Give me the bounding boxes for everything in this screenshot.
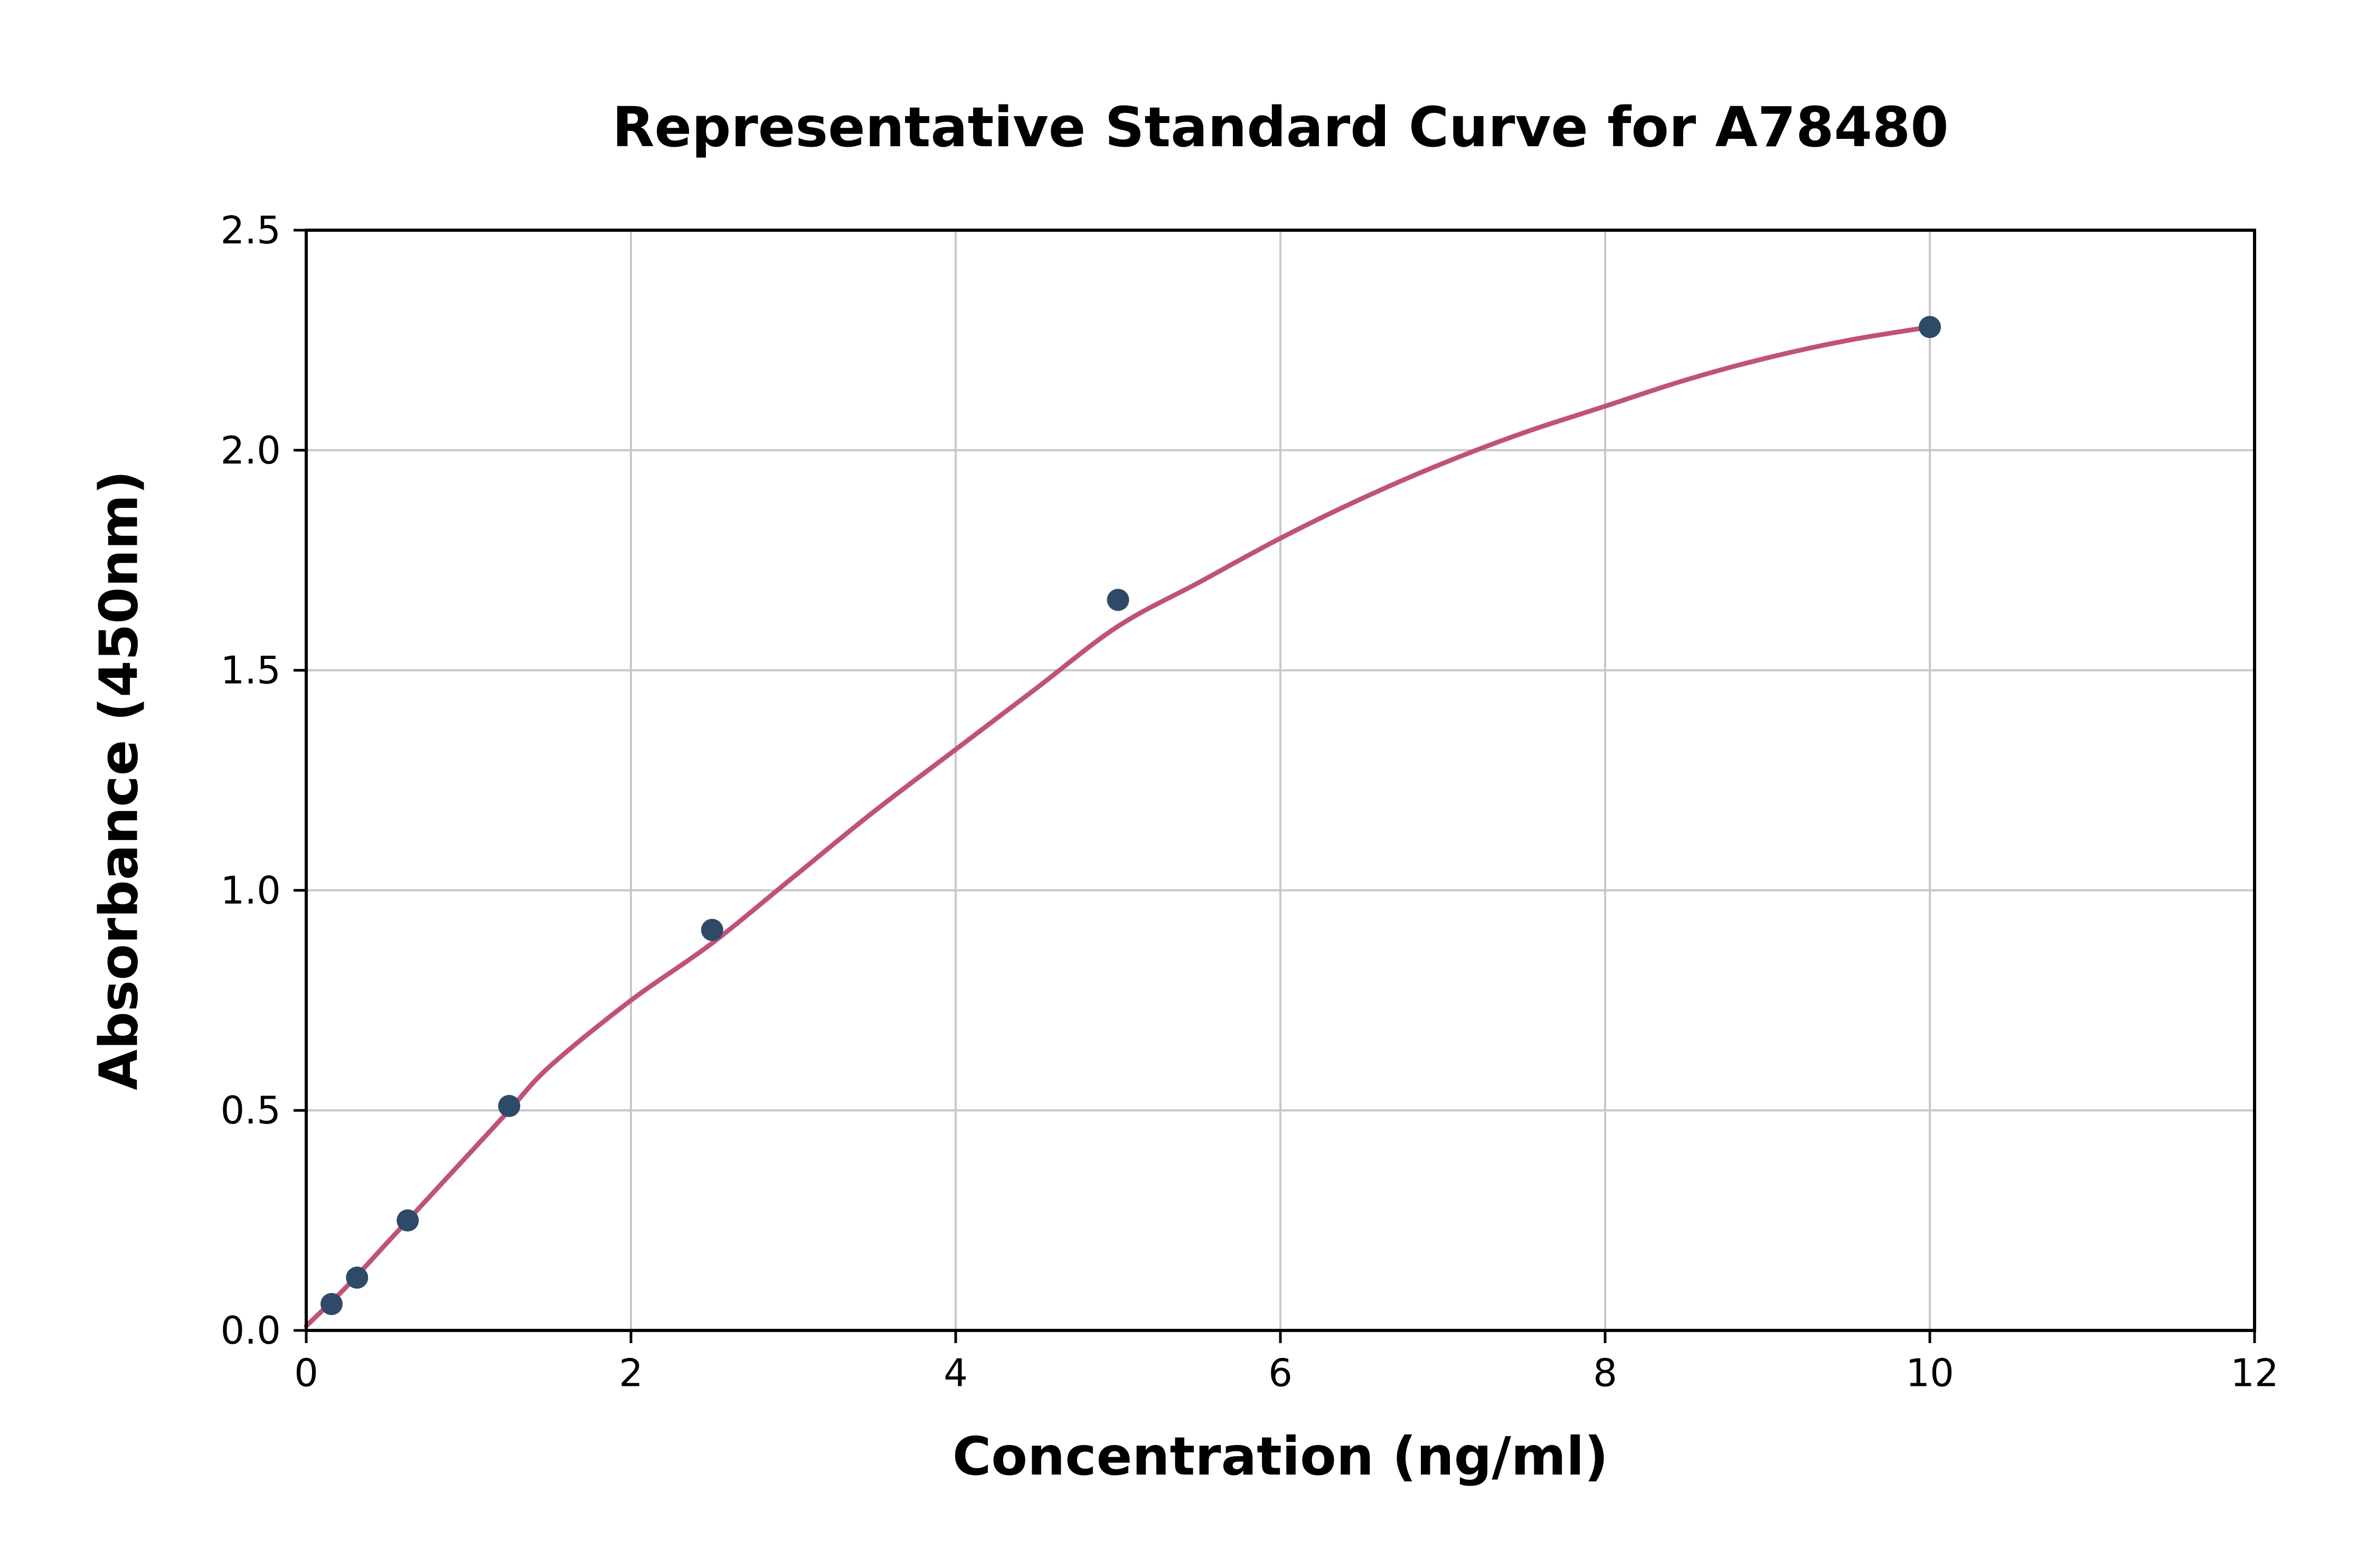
y-tick-label: 2.0 [220,428,281,473]
x-tick-label: 12 [2230,1351,2279,1395]
x-tick-label: 8 [1593,1351,1617,1395]
y-tick-label: 1.0 [220,868,281,912]
y-tick-label: 0.0 [220,1308,281,1353]
y-tick-label: 1.5 [220,648,281,693]
y-tick-label: 0.5 [220,1088,281,1132]
x-tick-label: 2 [619,1351,643,1395]
x-tick-label: 0 [294,1351,318,1395]
data-point [1107,589,1129,611]
data-point [397,1209,419,1232]
data-point [320,1292,343,1315]
y-axis-label: Absorbance (450nm) [88,470,150,1091]
data-point [701,919,723,941]
x-tick-label: 6 [1268,1351,1293,1395]
chart-title: Representative Standard Curve for A78480 [612,95,1949,159]
x-axis-label: Concentration (ng/ml) [952,1425,1609,1487]
data-point [1919,316,1941,338]
data-point [346,1266,369,1289]
y-tick-label: 2.5 [220,208,281,252]
data-point [498,1094,521,1117]
fit-curve [304,324,1932,1329]
x-tick-label: 10 [1906,1351,1954,1395]
x-tick-label: 4 [944,1351,968,1395]
